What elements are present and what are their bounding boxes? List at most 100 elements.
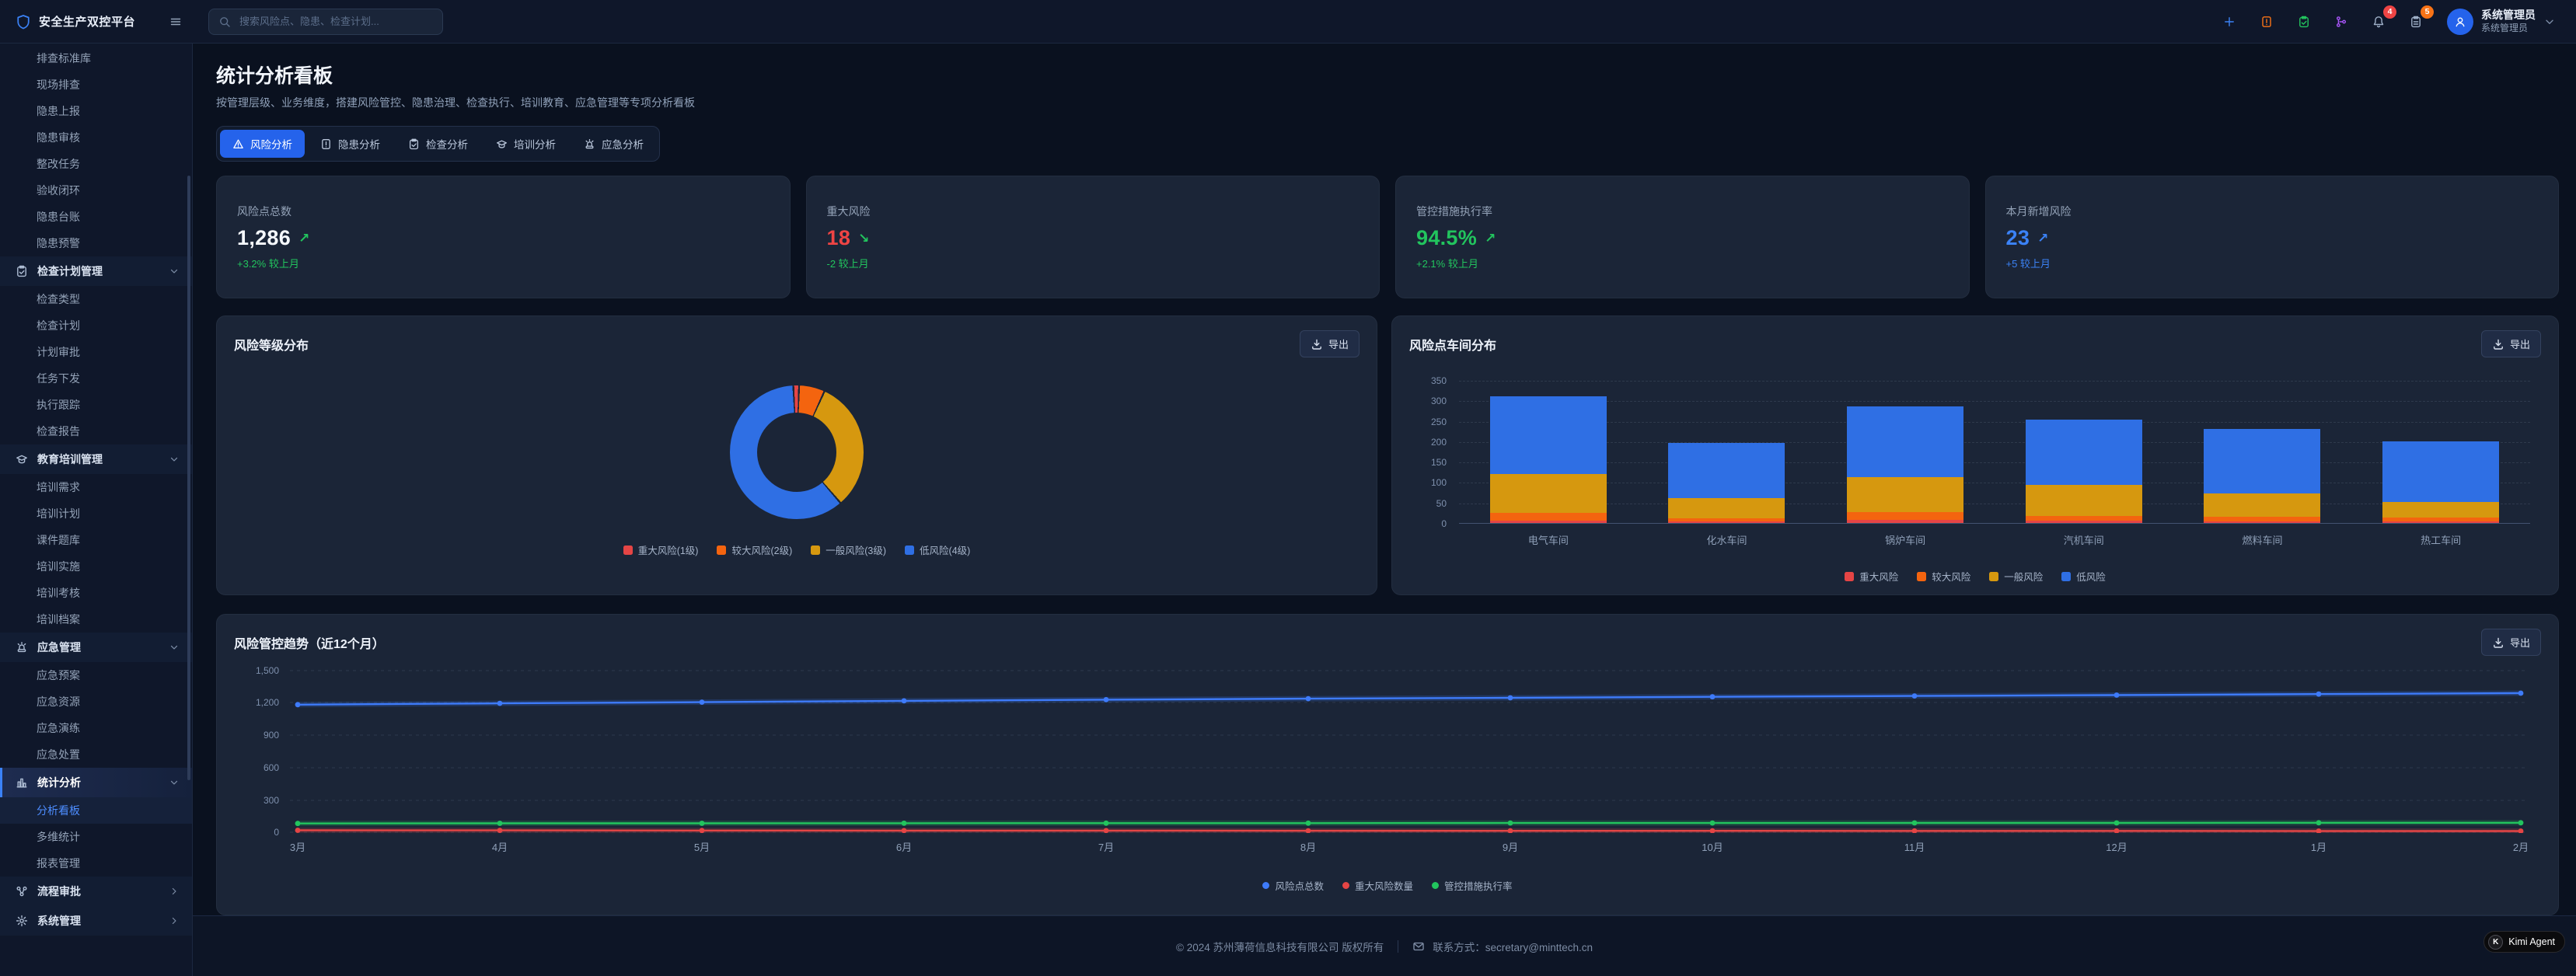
page-title: 统计分析看板 [216,65,333,87]
sidebar-item[interactable]: 计划审批 [37,346,80,358]
sidebar-collapse-icon[interactable] [169,16,182,28]
legend-item[interactable]: 较大风险(2级) [717,542,792,557]
sidebar-section[interactable]: 教育培训管理 [0,444,192,474]
sidebar-item[interactable]: 检查类型 [37,293,80,305]
legend-item[interactable]: 一般风险 [1989,569,2043,584]
export-button[interactable]: 导出 [2480,629,2541,656]
siren-icon [16,641,28,654]
todo-button[interactable]: 5 [2402,5,2434,36]
sidebar-item[interactable]: 培训实施 [37,560,80,573]
sidebar-item[interactable]: 应急预案 [37,669,80,681]
bar-热工车间[interactable]: 热工车间 [2382,381,2500,546]
sidebar-item[interactable]: 整改任务 [37,158,80,170]
sidebar-item[interactable]: 多维统计 [37,831,80,843]
sidebar-item[interactable]: 检查计划 [37,319,80,332]
sidebar-item[interactable]: 培训计划 [37,507,80,520]
bar-segment [2025,485,2142,516]
legend-swatch [1262,882,1270,889]
sidebar-item[interactable]: 执行跟踪 [37,399,80,411]
sidebar-item[interactable]: 现场排查 [37,78,80,91]
stat-label: 风险点总数 [237,205,291,218]
legend-item[interactable]: 一般风险(3级) [811,542,886,557]
legend-item[interactable]: 重大风险 [1845,569,1898,584]
legend-swatch [1342,882,1349,889]
sidebar-section[interactable]: 流程审批 [0,877,192,906]
legend-item[interactable]: 重大风险数量 [1342,878,1413,893]
sidebar-item[interactable]: 应急处置 [37,748,80,761]
sidebar-item[interactable]: 培训考核 [37,587,80,599]
sidebar-item[interactable]: 课件题库 [37,534,80,546]
tab-label: 风险分析 [250,139,292,151]
y-tick-label: 900 [263,730,279,741]
sidebar-item[interactable]: 应急资源 [37,695,80,708]
sidebar-item[interactable]: 排查标准库 [37,52,91,64]
training-cap-icon [496,138,508,150]
sidebar-item[interactable]: 验收闭环 [37,184,80,197]
export-button[interactable]: 导出 [2480,330,2541,357]
bar-燃料车间[interactable]: 燃料车间 [2204,381,2321,546]
sidebar-item[interactable]: 隐患上报 [37,105,80,117]
sidebar-item[interactable]: 隐患审核 [37,131,80,144]
tab-风险分析[interactable]: 风险分析 [220,130,305,158]
user-menu[interactable]: 系统管理员 系统管理员 [2447,8,2556,35]
bar-化水车间[interactable]: 化水车间 [1668,381,1785,546]
sidebar-item[interactable]: 隐患预警 [37,237,80,249]
tab-应急分析[interactable]: 应急分析 [571,130,656,158]
sidebar-item[interactable]: 报表管理 [37,857,80,870]
legend-item[interactable]: 低风险(4级) [905,542,970,557]
hazard-report-button[interactable] [2253,8,2281,36]
tab-检查分析[interactable]: 检查分析 [396,130,480,158]
legend-item[interactable]: 风险点总数 [1262,878,1324,893]
trend-line-chart: 0 300 600 900 1,200 1,500 3月 4月 5月 6月 7月 8月 9月 10月 11… [240,665,2536,866]
bar-电气车间[interactable]: 电气车间 [1489,381,1607,546]
sidebar-section[interactable]: 系统管理 [0,906,192,936]
export-button[interactable]: 导出 [1299,330,1360,357]
legend-swatch [1432,882,1439,889]
sidebar-section[interactable]: 检查计划管理 [0,256,192,286]
sidebar-item[interactable]: 培训档案 [37,613,80,626]
bar-segment [1847,519,1964,523]
main-column: 统计分析看板 按管理层级、业务维度，搭建风险管控、隐患治理、检查执行、培训教育、… [193,44,2576,976]
bar-segment [1668,497,1785,518]
legend-item[interactable]: 低风险 [2061,569,2106,584]
legend-label: 重大风险 [1859,572,1899,583]
panel-title: 风险点车间分布 [1409,339,1497,353]
plus-icon [2223,16,2236,28]
legend-swatch [1845,571,1855,581]
tab-培训分析[interactable]: 培训分析 [483,130,568,158]
legend-item[interactable]: 重大风险(1级) [623,542,698,557]
global-search[interactable] [208,8,443,35]
sidebar-item[interactable]: 任务下发 [37,372,80,385]
sidebar-item[interactable]: 培训需求 [37,481,80,493]
kimi-agent-badge[interactable]: K Kimi Agent [2484,931,2565,953]
legend-item[interactable]: 管控措施执行率 [1432,878,1513,893]
bar-锅炉车间[interactable]: 锅炉车间 [1847,381,1964,546]
bar-segment [2204,517,2321,521]
sidebar-item[interactable]: 检查报告 [37,425,80,437]
inspection-task-button[interactable] [2290,8,2318,36]
download-icon [1311,338,1323,350]
y-tick-label: 1,500 [255,665,279,676]
x-tick-label: 8月 [1300,842,1317,853]
legend-swatch [623,545,633,555]
sidebar-section[interactable]: 应急管理 [0,633,192,662]
workshop-bar-chart: 0 50 100 150 200 250 300 350 电气车间 化水车间 锅炉车间 汽机车间 燃料… [1414,375,2536,558]
todo-badge: 5 [2421,5,2434,19]
sidebar-item[interactable]: 隐患台账 [37,211,80,223]
workflow-button[interactable] [2327,8,2355,36]
sidebar-section-label: 统计分析 [37,776,81,789]
x-tick-label: 3月 [289,842,306,853]
sidebar-item[interactable]: 应急演练 [37,722,80,734]
workflow-icon [2335,16,2347,28]
legend-item[interactable]: 较大风险 [1917,569,1970,584]
quick-add-button[interactable] [2215,8,2243,36]
tab-隐患分析[interactable]: 隐患分析 [308,130,393,158]
search-input[interactable] [238,15,433,28]
sidebar-scrollbar[interactable] [187,176,190,780]
sidebar-section[interactable]: 统计分析 [0,768,192,797]
notifications-button[interactable]: 4 [2365,5,2396,36]
bar-汽机车间[interactable]: 汽机车间 [2025,381,2142,546]
bar-segment [1847,476,1964,512]
sidebar-item[interactable]: 分析看板 [0,797,192,824]
y-tick-label: 100 [1430,477,1447,489]
